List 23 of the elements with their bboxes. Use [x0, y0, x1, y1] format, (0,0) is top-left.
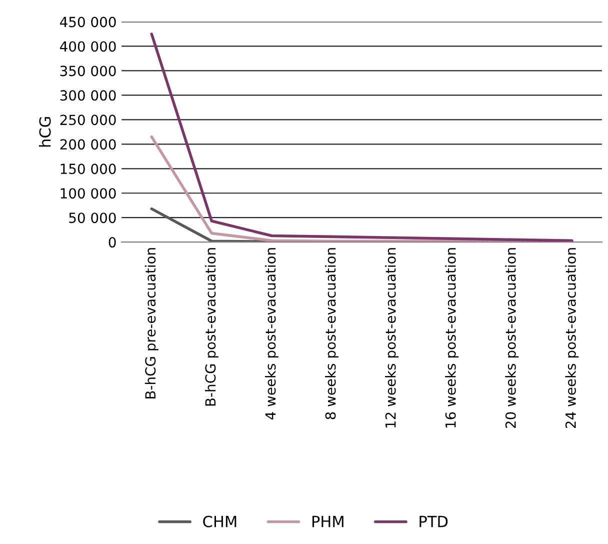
x-tick-label: 12 weeks post-evacuation: [385, 248, 398, 428]
x-tick-label: B-hCG pre-evacuation: [144, 248, 158, 398]
y-tick-label: 450 000: [60, 16, 116, 28]
y-tick-label: 250 000: [60, 114, 116, 126]
y-tick-label: 50 000: [69, 212, 116, 224]
line-series: [150, 32, 574, 242]
y-tick-label: 350 000: [60, 66, 116, 76]
x-tick-label: 4 weeks post-evacuation: [264, 248, 278, 420]
x-tick-label: 20 weeks post-evacuation: [505, 248, 519, 428]
legend-label: CHM: [203, 516, 236, 528]
y-tick-label: 100 000: [60, 188, 116, 199]
x-tick-label: 24 weeks post-evacuation: [565, 248, 579, 428]
legend-label: PTD: [420, 516, 448, 528]
y-tick-label: 300 000: [60, 90, 116, 101]
x-tick-label: B-hCG post-evacuation: [204, 248, 218, 406]
y-tick-label: 400 000: [60, 41, 116, 52]
y-tick-label: 200 000: [60, 139, 116, 150]
x-tick-label: 16 weeks post-evacuation: [445, 248, 459, 428]
y-axis-title: hCG: [38, 117, 51, 147]
x-tick-label: 8 weeks post-evacuation: [325, 248, 338, 420]
legend-label: PHM: [312, 516, 344, 528]
y-tick-label: 0: [108, 237, 116, 248]
y-tick-label: 150 000: [60, 164, 116, 174]
